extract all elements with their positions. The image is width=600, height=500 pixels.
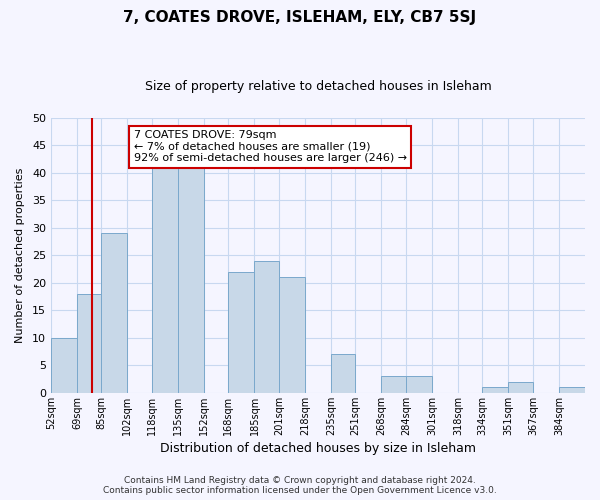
Bar (152, 168, 178, 393)
Bar (101, 234, 127, 393)
Bar (331, 354, 355, 393)
Bar (559, 388, 585, 393)
Bar (382, 376, 406, 393)
Text: Contains HM Land Registry data © Crown copyright and database right 2024.
Contai: Contains HM Land Registry data © Crown c… (103, 476, 497, 495)
Bar (51, 338, 77, 393)
Bar (254, 261, 279, 393)
Title: Size of property relative to detached houses in Isleham: Size of property relative to detached ho… (145, 80, 491, 93)
Bar (77, 294, 101, 393)
Bar (406, 376, 432, 393)
Y-axis label: Number of detached properties: Number of detached properties (15, 168, 25, 343)
Text: 7, COATES DROVE, ISLEHAM, ELY, CB7 5SJ: 7, COATES DROVE, ISLEHAM, ELY, CB7 5SJ (124, 10, 476, 25)
X-axis label: Distribution of detached houses by size in Isleham: Distribution of detached houses by size … (160, 442, 476, 455)
Text: 7 COATES DROVE: 79sqm
← 7% of detached houses are smaller (19)
92% of semi-detac: 7 COATES DROVE: 79sqm ← 7% of detached h… (134, 130, 407, 164)
Bar (178, 168, 204, 393)
Bar (482, 388, 508, 393)
Bar (229, 272, 254, 393)
Bar (279, 278, 305, 393)
Bar (508, 382, 533, 393)
